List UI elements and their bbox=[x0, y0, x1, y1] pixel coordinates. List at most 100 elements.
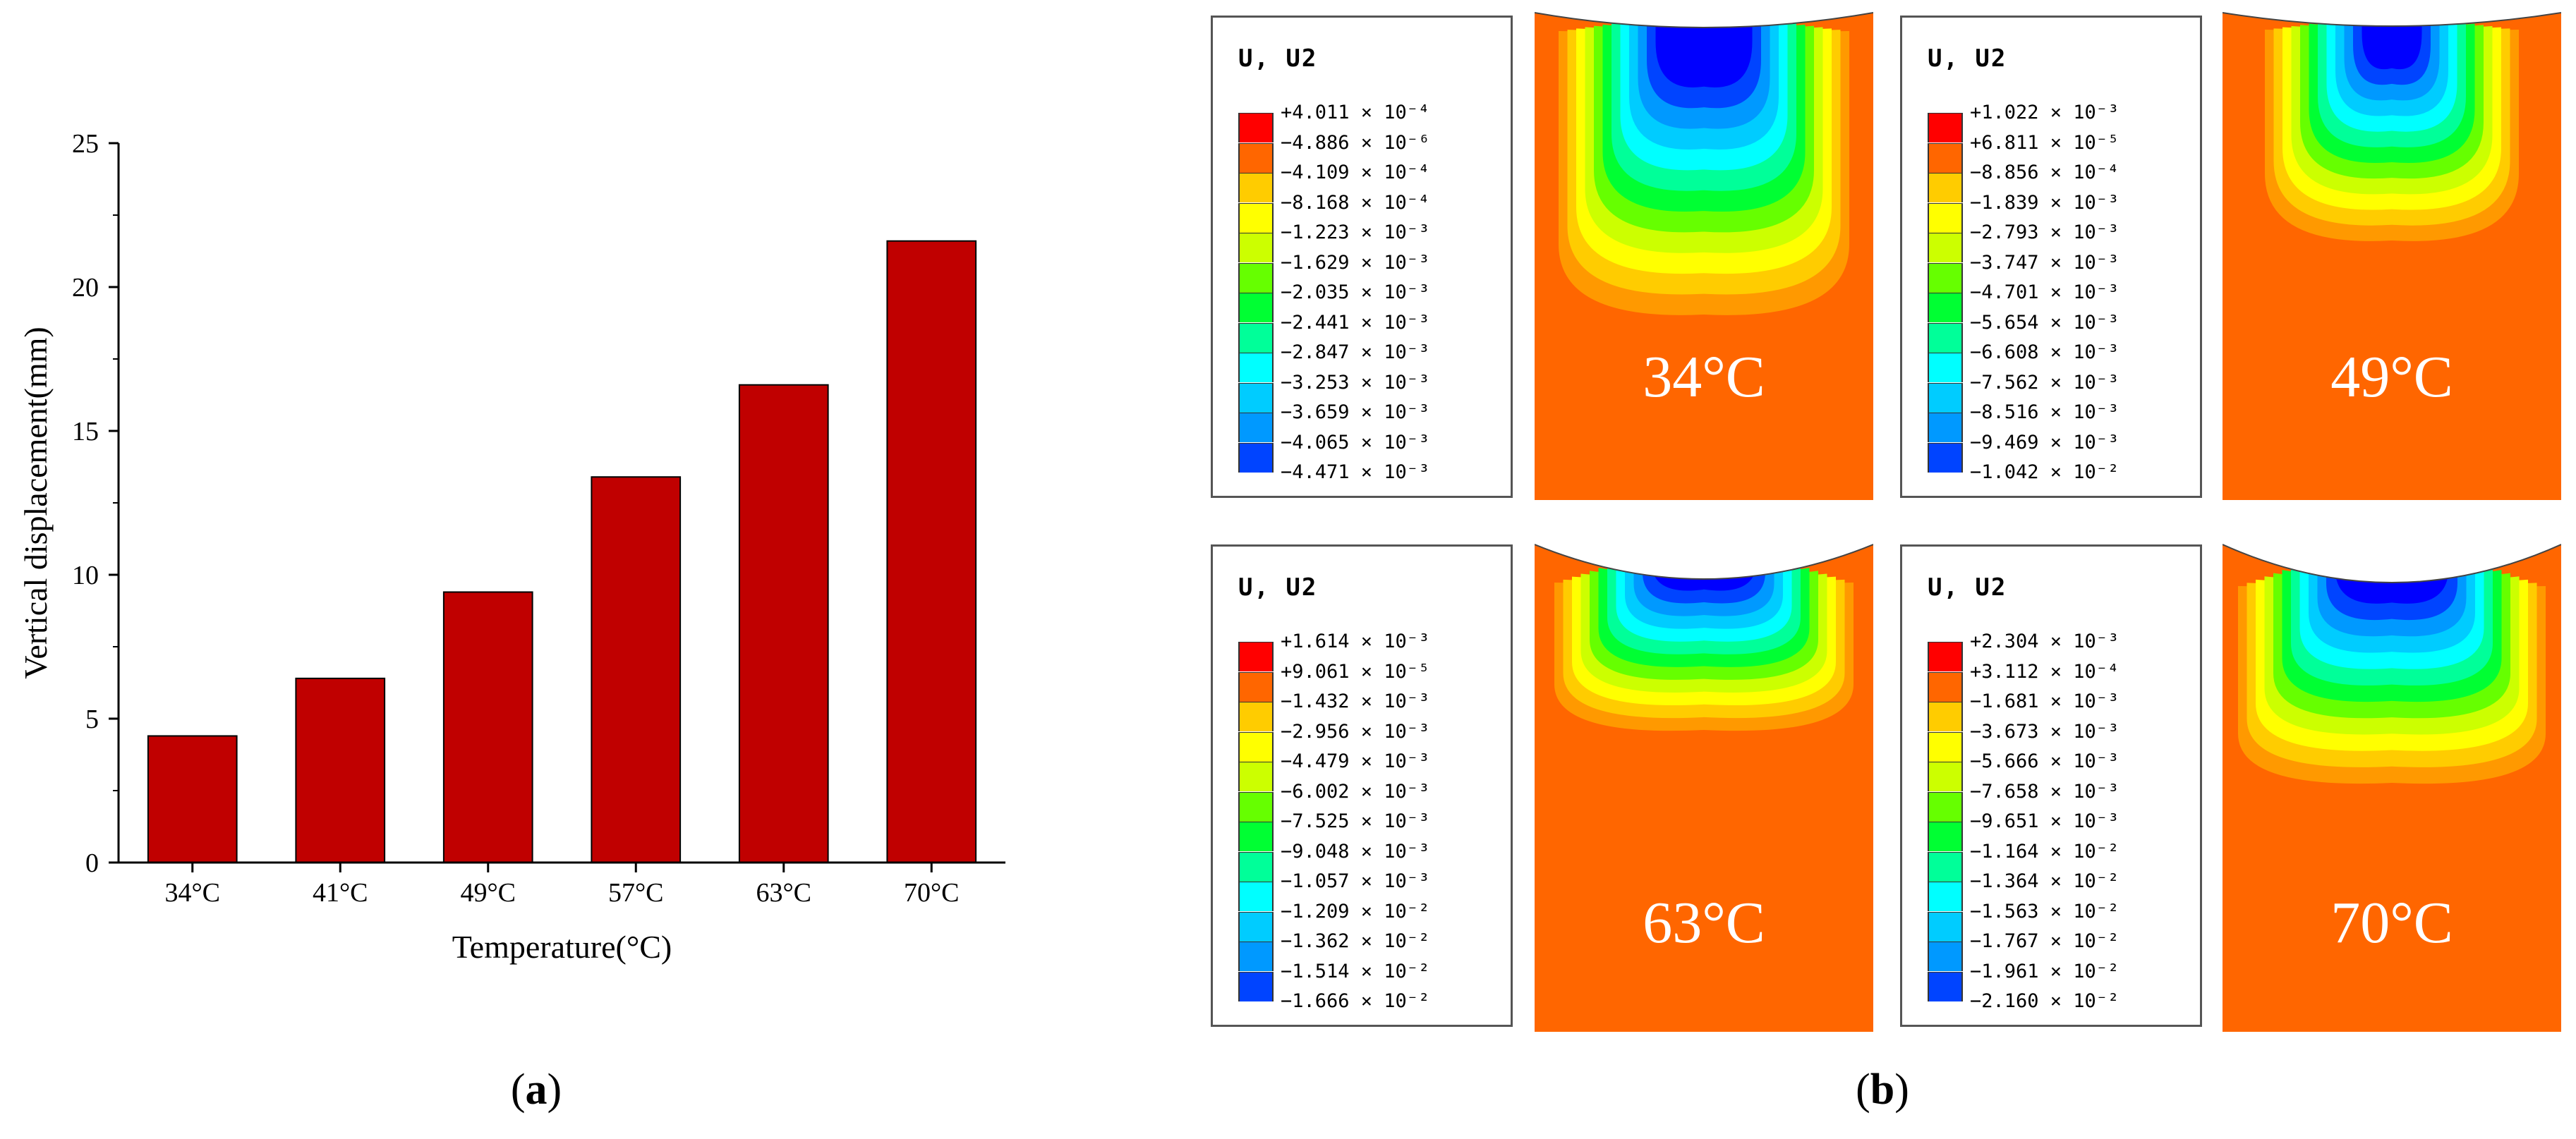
legend-row: +2.304 × 10⁻³ bbox=[1928, 627, 2196, 671]
legend-row: +3.112 × 10⁻⁴ bbox=[1928, 657, 2196, 702]
legend-swatch bbox=[1928, 762, 1963, 791]
legend-swatch bbox=[1928, 671, 1963, 702]
legend-value: −7.562 × 10⁻³ bbox=[1970, 371, 2120, 394]
bar-3 bbox=[591, 476, 682, 863]
legend-row: −1.767 × 10⁻² bbox=[1928, 927, 2196, 971]
temperature-label: 34°C bbox=[1643, 344, 1765, 410]
legend-value: −8.168 × 10⁻⁴ bbox=[1281, 191, 1430, 214]
contour-map bbox=[2223, 543, 2561, 1032]
legend-value: −1.057 × 10⁻³ bbox=[1281, 870, 1430, 892]
y-tick-label: 25 bbox=[72, 129, 99, 159]
legend-swatch bbox=[1928, 702, 1963, 731]
legend-row: −1.681 × 10⁻³ bbox=[1928, 687, 2196, 731]
legend-row: −5.666 × 10⁻³ bbox=[1928, 747, 2196, 791]
legend-value: −1.209 × 10⁻² bbox=[1281, 900, 1430, 922]
contour-plot: 34°C bbox=[1535, 11, 1873, 500]
legend-value: −1.961 × 10⁻² bbox=[1970, 960, 2120, 982]
legend-row: −4.479 × 10⁻³ bbox=[1238, 747, 1506, 791]
legend-swatch bbox=[1238, 382, 1274, 413]
legend-value: −1.629 × 10⁻³ bbox=[1281, 251, 1430, 274]
legend-value: −6.608 × 10⁻³ bbox=[1970, 341, 2120, 363]
legend-swatch bbox=[1928, 442, 1963, 473]
legend-swatch bbox=[1238, 671, 1274, 702]
legend-row: −6.002 × 10⁻³ bbox=[1238, 777, 1506, 822]
legend-value: −6.002 × 10⁻³ bbox=[1281, 780, 1430, 803]
x-tick-label: 70°C bbox=[904, 878, 960, 908]
legend-row: −2.160 × 10⁻² bbox=[1928, 987, 2196, 1016]
legend-swatch bbox=[1238, 702, 1274, 731]
legend-value: −3.659 × 10⁻³ bbox=[1281, 401, 1430, 423]
legend-value: −2.441 × 10⁻³ bbox=[1281, 311, 1430, 334]
x-tick-label: 57°C bbox=[608, 878, 664, 908]
legend-row: −8.516 × 10⁻³ bbox=[1928, 398, 2196, 442]
legend-value: −2.956 × 10⁻³ bbox=[1281, 720, 1430, 743]
legend-value: −4.065 × 10⁻³ bbox=[1281, 431, 1430, 453]
temperature-label: 49°C bbox=[2330, 344, 2453, 410]
legend-row: −1.514 × 10⁻² bbox=[1238, 957, 1506, 1001]
legend-value: −9.469 × 10⁻³ bbox=[1970, 431, 2120, 453]
legend-value: −9.651 × 10⁻³ bbox=[1970, 810, 2120, 832]
legend-value: −9.048 × 10⁻³ bbox=[1281, 840, 1430, 863]
legend-swatch bbox=[1238, 413, 1274, 442]
y-tick-label: 5 bbox=[85, 705, 99, 734]
legend-title: U, U2 bbox=[1928, 44, 2007, 73]
legend-row: −1.223 × 10⁻³ bbox=[1238, 218, 1506, 262]
x-tick-label: 49°C bbox=[460, 878, 516, 908]
temperature-label: 70°C bbox=[2330, 890, 2453, 956]
legend-value: −1.666 × 10⁻² bbox=[1281, 990, 1430, 1012]
legend-swatch bbox=[1928, 202, 1963, 233]
legend-row: −1.432 × 10⁻³ bbox=[1238, 687, 1506, 731]
legend-swatch bbox=[1928, 142, 1963, 173]
contour-legend: U, U2 +4.011 × 10⁻⁴ −4.886 × 10⁻⁶ −4.109 × … bbox=[1211, 16, 1513, 498]
contour-band bbox=[2362, 16, 2422, 70]
legend-row: −8.168 × 10⁻⁴ bbox=[1238, 188, 1506, 233]
legend-value: −8.856 × 10⁻⁴ bbox=[1970, 162, 2120, 183]
legend-value: +1.614 × 10⁻³ bbox=[1281, 631, 1430, 652]
legend-row: −9.469 × 10⁻³ bbox=[1928, 428, 2196, 473]
legend-row: −3.673 × 10⁻³ bbox=[1928, 717, 2196, 762]
caption-b: (b) bbox=[1856, 1066, 1909, 1114]
y-tick-label: 0 bbox=[85, 848, 99, 878]
caption-a: (a) bbox=[510, 1066, 562, 1114]
legend-swatch bbox=[1238, 353, 1274, 382]
legend-row: −4.701 × 10⁻³ bbox=[1928, 278, 2196, 322]
legend-value: −4.471 × 10⁻³ bbox=[1281, 461, 1430, 483]
contour-legend: U, U2 +2.304 × 10⁻³ +3.112 × 10⁻⁴ −1.681 × … bbox=[1900, 544, 2202, 1027]
legend-swatch bbox=[1928, 882, 1963, 911]
x-axis-label: Temperature(°C) bbox=[452, 929, 672, 965]
contour-plot: 63°C bbox=[1535, 543, 1873, 1032]
legend-row: −3.747 × 10⁻³ bbox=[1928, 248, 2196, 293]
deformed-surface-line bbox=[1535, 544, 1873, 580]
legend-row: −2.441 × 10⁻³ bbox=[1238, 308, 1506, 353]
legend-row: −9.651 × 10⁻³ bbox=[1928, 807, 2196, 851]
legend-value: −1.432 × 10⁻³ bbox=[1281, 690, 1430, 712]
legend-swatch bbox=[1928, 851, 1963, 882]
legend-swatch bbox=[1238, 882, 1274, 911]
legend-value: −2.160 × 10⁻² bbox=[1970, 990, 2120, 1012]
legend-row: −1.961 × 10⁻² bbox=[1928, 957, 2196, 1001]
legend-value: −7.658 × 10⁻³ bbox=[1970, 780, 2120, 803]
legend-value: −2.035 × 10⁻³ bbox=[1281, 281, 1430, 303]
legend-row: +4.011 × 10⁻⁴ bbox=[1238, 98, 1506, 142]
legend-swatch bbox=[1238, 851, 1274, 882]
legend-value: −3.747 × 10⁻³ bbox=[1970, 251, 2120, 274]
legend-value: −2.793 × 10⁻³ bbox=[1970, 221, 2120, 243]
y-tick-label: 15 bbox=[72, 417, 99, 446]
legend-row: −1.364 × 10⁻² bbox=[1928, 867, 2196, 911]
legend-title: U, U2 bbox=[1928, 573, 2007, 602]
legend-row: −4.109 × 10⁻⁴ bbox=[1238, 158, 1506, 202]
legend-swatch bbox=[1238, 822, 1274, 851]
bar-5 bbox=[886, 240, 977, 864]
legend-row: −3.253 × 10⁻³ bbox=[1238, 368, 1506, 413]
legend-row: −1.042 × 10⁻² bbox=[1928, 458, 2196, 487]
legend-row: −1.629 × 10⁻³ bbox=[1238, 248, 1506, 293]
legend-row: −4.471 × 10⁻³ bbox=[1238, 458, 1506, 487]
legend-value: +1.022 × 10⁻³ bbox=[1970, 102, 2120, 123]
contour-plot: 49°C bbox=[2223, 11, 2561, 500]
legend-swatch bbox=[1928, 322, 1963, 353]
deformed-surface-line bbox=[2223, 12, 2561, 27]
bar-1 bbox=[295, 677, 386, 863]
legend-swatch bbox=[1928, 791, 1963, 822]
legend-row: +9.061 × 10⁻⁵ bbox=[1238, 657, 1506, 702]
legend-value: −7.525 × 10⁻³ bbox=[1281, 810, 1430, 832]
